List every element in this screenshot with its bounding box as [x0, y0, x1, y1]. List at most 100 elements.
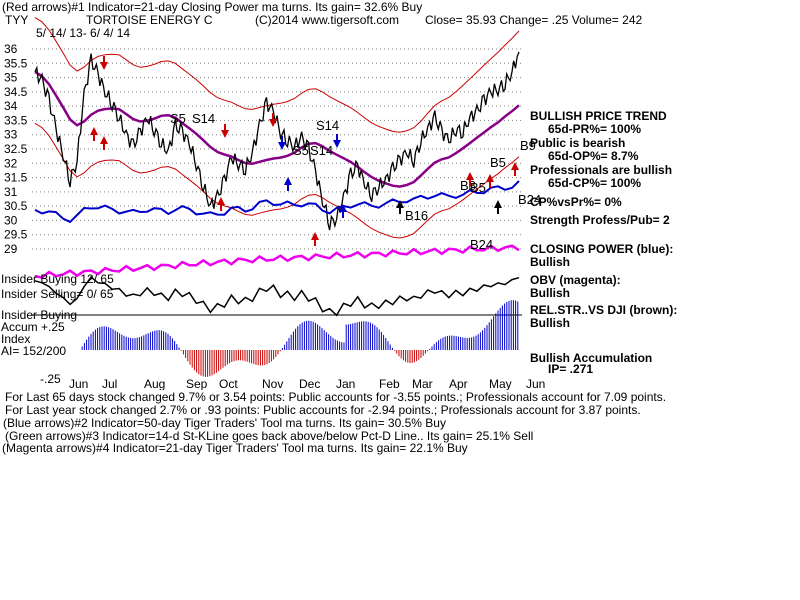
- footer-65d: For Last 65 days stock changed 9.7% or 3…: [5, 390, 667, 404]
- copyright: (C)2014 www.tigersoft.com: [255, 13, 400, 27]
- relstr-label: REL.STR..VS DJI (brown):: [530, 303, 678, 317]
- moving-average: [34, 70, 520, 188]
- cp-vs-pr: CP%vsPr%= 0%: [530, 195, 622, 209]
- signal-label: B9: [520, 138, 536, 153]
- signal-arrow: [486, 174, 494, 182]
- signal-label: S5: [293, 143, 309, 158]
- signal-label: S14: [310, 143, 333, 158]
- price-gridlines: [32, 48, 522, 250]
- accum-minus: -.25: [40, 372, 61, 386]
- price-tick-label: 36: [4, 42, 18, 56]
- signal-label: S14: [192, 111, 215, 126]
- index-label: Index: [1, 332, 31, 346]
- month-tick-label: Aug: [144, 377, 165, 390]
- month-axis-labels: Jun Jul Aug Sep Oct Nov Dec Jan Feb Mar Apr May Jun: [69, 377, 545, 390]
- signal-arrow: [217, 197, 225, 205]
- price-axis-labels: 3635.53534.53433.53332.53231.53130.53029…: [4, 42, 28, 256]
- closing-power-status: Bullish: [530, 255, 571, 269]
- closing-power-line: [34, 180, 520, 224]
- obv-status: Bullish: [530, 286, 571, 300]
- op-percent: 65d-OP%= 8.7%: [548, 149, 639, 163]
- price-trend: BULLISH PRICE TREND: [530, 109, 667, 123]
- footer-green-arrows: (Green arrows)#3 Indicator=14-d St-KLine…: [5, 429, 534, 443]
- signal-label: B16: [405, 208, 428, 223]
- close-change-volume: Close= 35.93 Change= .25 Volume= 242: [425, 13, 643, 27]
- upper-band-path: [34, 17, 520, 133]
- price-tick-label: 35.5: [4, 56, 28, 70]
- signal-arrows: [90, 56, 519, 246]
- signal-arrow: [339, 204, 347, 212]
- ip-value: IP= .271: [548, 362, 594, 376]
- insider-buying-top: Insider Buying 12/ 65: [1, 272, 114, 286]
- month-tick-label: Jan: [336, 377, 355, 390]
- obv-line: [34, 244, 520, 280]
- month-tick-label: Mar: [412, 377, 433, 390]
- lower-band: [34, 122, 520, 239]
- rel-strength-path: [34, 276, 520, 317]
- price-tick-label: 33: [4, 128, 18, 142]
- signal-arrow: [466, 172, 474, 180]
- date-range: 5/ 14/ 13- 6/ 4/ 14: [36, 26, 131, 40]
- signal-arrow: [311, 232, 319, 240]
- rel-strength-line: [32, 276, 522, 317]
- signal-arrow: [221, 130, 229, 138]
- price-tick-label: 30: [4, 213, 18, 227]
- ticker: TYY: [5, 13, 29, 27]
- accumulation-bars: [81, 300, 519, 377]
- month-tick-label: Dec: [299, 377, 320, 390]
- month-tick-label: Jul: [102, 377, 117, 390]
- signal-label: S14: [316, 118, 339, 133]
- signal-label: B5: [490, 155, 506, 170]
- closing-power-path: [34, 180, 520, 224]
- price-tick-label: 34: [4, 99, 18, 113]
- signal-arrow: [278, 142, 286, 150]
- company-name: TORTOISE ENERGY C: [86, 13, 213, 27]
- lower-band-path: [34, 122, 520, 239]
- accumulation-label: Bullish Accumulation: [530, 351, 653, 365]
- indicator-title: (Red arrows)#1 Indicator=21-day Closing …: [2, 0, 423, 14]
- signal-label: S5: [170, 111, 186, 126]
- signal-label: B8: [460, 178, 476, 193]
- month-tick-label: Jun: [526, 377, 545, 390]
- insider-buying: Insider Buying: [1, 308, 78, 322]
- price-tick-label: 33.5: [4, 113, 28, 127]
- relstr-status: Bullish: [530, 316, 571, 330]
- strength-ratio: Strength Profess/Pub= 2: [530, 213, 670, 227]
- signal-arrow: [511, 162, 519, 170]
- price-tick-label: 29: [4, 242, 18, 256]
- price-tick-label: 30.5: [4, 199, 28, 213]
- accum-plus: Accum +.25: [1, 320, 65, 334]
- signal-arrow: [100, 136, 108, 144]
- pr-percent: 65d-PR%= 100%: [548, 122, 642, 136]
- footer-year: For Last year stock changed 2.7% or .93 …: [5, 403, 641, 417]
- price-line: [34, 51, 520, 231]
- signal-label: B24: [470, 237, 493, 252]
- obv-label: OBV (magenta):: [530, 273, 621, 287]
- price-tick-label: 34.5: [4, 85, 28, 99]
- month-tick-label: Feb: [379, 377, 400, 390]
- signal-arrow: [396, 200, 404, 208]
- tigersoft-chart: 3635.53534.53433.53332.53231.53130.53029…: [4, 17, 545, 390]
- signal-arrow: [333, 140, 341, 148]
- signal-label: B24: [518, 192, 541, 207]
- footer-blue-arrows: (Blue arrows)#2 Indicator=50-day Tiger T…: [3, 416, 446, 430]
- price-tick-label: 31: [4, 185, 18, 199]
- signal-arrow: [100, 62, 108, 70]
- price-path: [34, 51, 520, 231]
- closing-power-label: CLOSING POWER (blue):: [530, 242, 674, 256]
- month-tick-label: May: [489, 377, 512, 390]
- month-tick-label: Sep: [186, 377, 208, 390]
- signal-label: B5: [470, 180, 486, 195]
- ai-value: AI= 152/200: [1, 344, 67, 358]
- upper-band: [34, 17, 520, 133]
- obv-path: [34, 244, 520, 280]
- signal-arrow: [90, 127, 98, 135]
- month-tick-label: Oct: [219, 377, 238, 390]
- month-tick-label: Apr: [449, 377, 468, 390]
- insider-selling: Insider Selling= 0/ 65: [1, 287, 114, 301]
- price-tick-label: 29.5: [4, 228, 28, 242]
- price-tick-label: 35: [4, 71, 18, 85]
- price-tick-label: 32: [4, 156, 18, 170]
- public-status: Public is bearish: [530, 136, 626, 150]
